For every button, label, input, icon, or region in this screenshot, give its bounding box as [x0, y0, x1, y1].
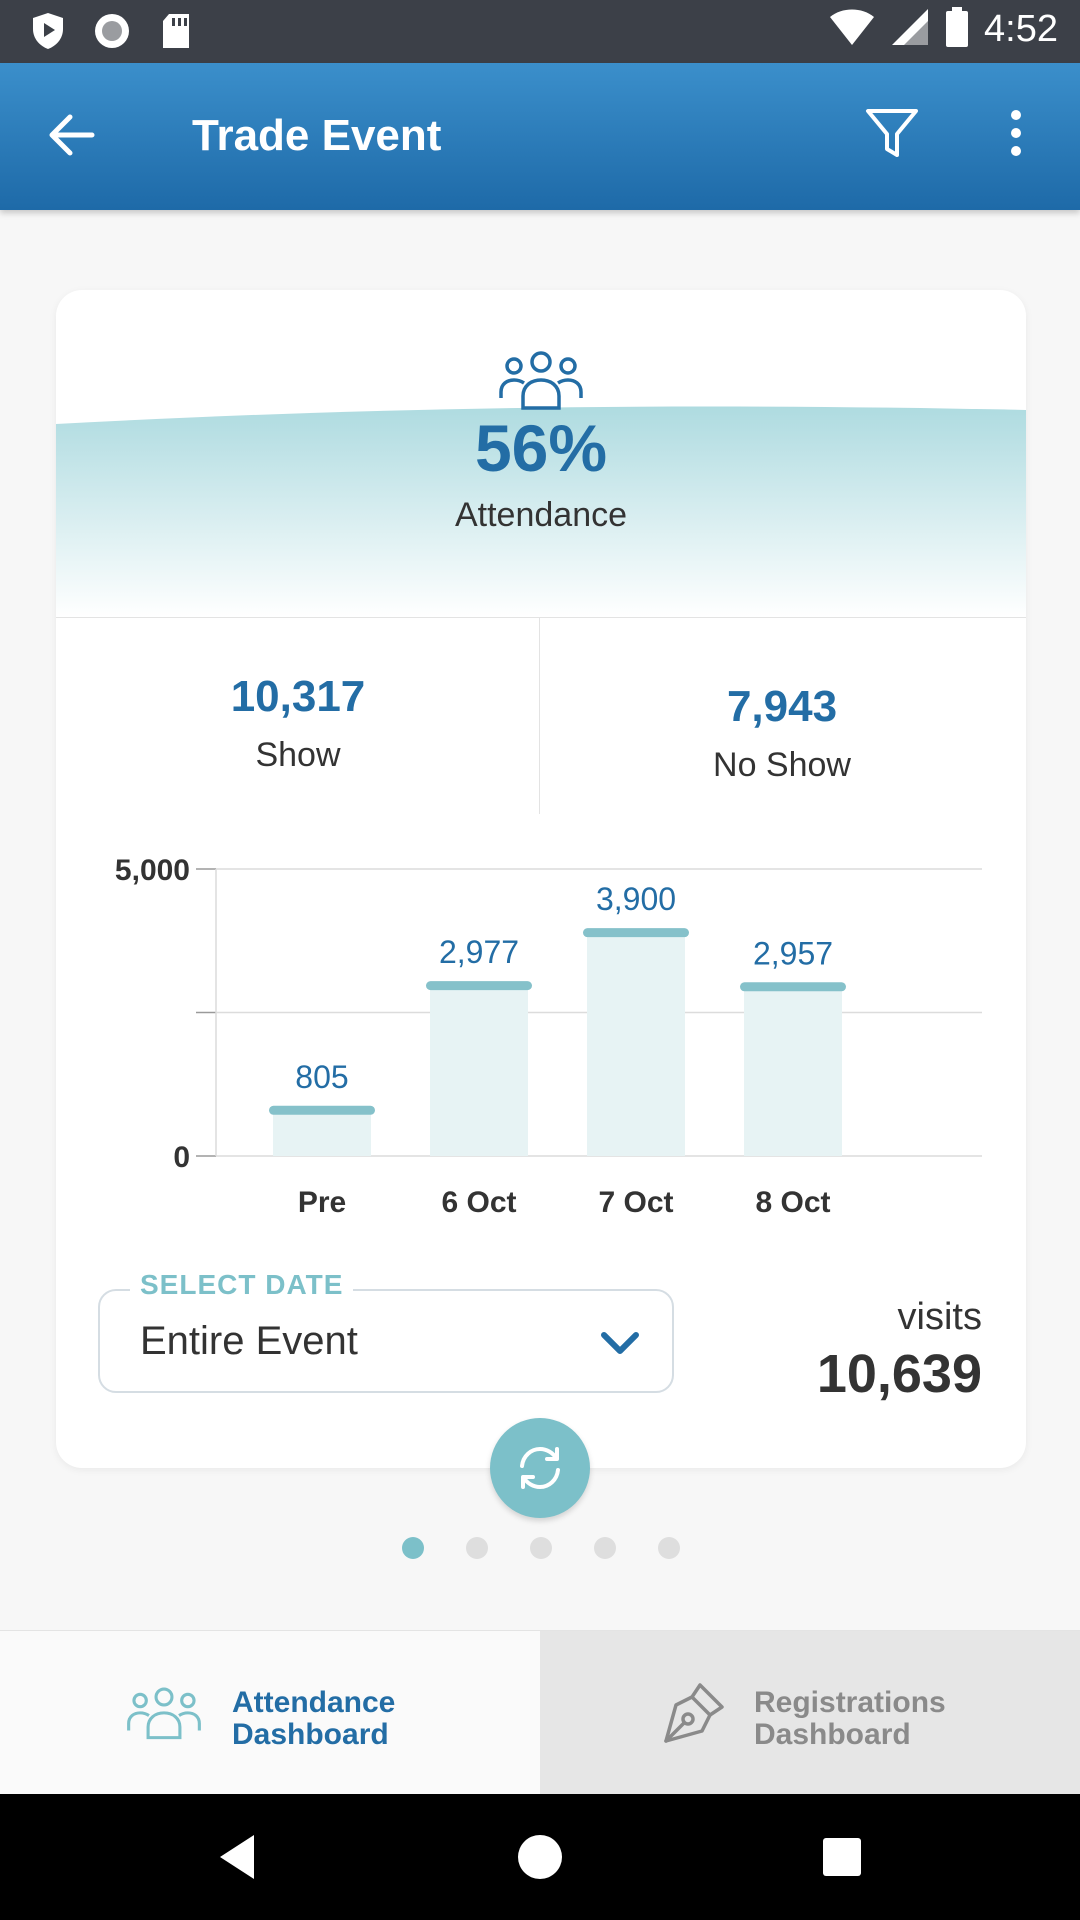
no-show-value: 7,943 [726, 682, 838, 731]
bar [273, 1109, 371, 1156]
divider [539, 618, 540, 814]
select-date-value: Entire Event [140, 1319, 358, 1363]
back-button[interactable] [40, 103, 104, 167]
tab-label: Registrations Dashboard [754, 1686, 946, 1751]
page-dot[interactable] [594, 1537, 616, 1559]
nav-back-button[interactable] [212, 1827, 272, 1887]
attendance-percent: 56% [474, 411, 608, 485]
data-label: 2,977 [439, 934, 519, 970]
page-title: Trade Event [192, 111, 442, 160]
attendance-card: 56% Attendance 10,317 Show 7,943 No Show… [56, 290, 1026, 1468]
data-label: 3,900 [596, 881, 676, 917]
visits-value: 10,639 [816, 1344, 982, 1404]
tab-label: Attendance Dashboard [232, 1686, 396, 1751]
divider [56, 617, 1026, 618]
sd-card-icon [156, 10, 196, 52]
refresh-button[interactable] [490, 1418, 590, 1518]
filter-icon [866, 109, 918, 157]
more-vertical-icon [1011, 110, 1021, 156]
record-icon [92, 10, 132, 52]
attendance-hero: 56% Attendance [56, 290, 1026, 618]
x-tick-label: 8 Oct [755, 1186, 830, 1219]
attendance-label: Attendance [454, 496, 628, 534]
chevron-down-icon [601, 1332, 639, 1354]
signal-icon [890, 7, 930, 52]
battery-icon [944, 6, 970, 53]
nav-recents-button[interactable] [812, 1827, 872, 1887]
select-date-legend: SELECT DATE [130, 1269, 354, 1301]
tab-registrations-dashboard[interactable]: Registrations Dashboard [540, 1631, 1080, 1795]
y-tick-label: 5,000 [115, 854, 190, 887]
no-show-label: No Show [713, 746, 851, 784]
arrow-left-icon [49, 114, 95, 156]
wifi-icon [828, 7, 876, 52]
page-indicator [402, 1537, 680, 1559]
visits-label: visits [897, 1296, 982, 1338]
bar-cap [740, 982, 846, 992]
bar [430, 985, 528, 1156]
x-tick-label: Pre [298, 1186, 346, 1219]
people-icon [127, 1687, 201, 1740]
bar [587, 932, 685, 1156]
bar-cap [426, 981, 532, 991]
nav-home-button[interactable] [510, 1827, 570, 1887]
x-tick-label: 6 Oct [441, 1186, 516, 1219]
app-bar: Trade Event [0, 63, 1080, 210]
status-bar: 4:52 [0, 0, 1080, 63]
bar [744, 986, 842, 1156]
page-dot[interactable] [466, 1537, 488, 1559]
shield-play-icon [28, 10, 68, 52]
page-dot[interactable] [402, 1537, 424, 1559]
page-dot[interactable] [530, 1537, 552, 1559]
visits-summary: visits 10,639 [817, 1296, 982, 1405]
status-time: 4:52 [984, 8, 1058, 50]
show-value: 10,317 [230, 672, 366, 721]
bar-cap [583, 928, 689, 938]
system-nav-bar [0, 1794, 1080, 1920]
select-date-dropdown[interactable]: SELECT DATE Entire Event [98, 1269, 674, 1393]
daily-attendance-chart: 0 5,000 805 Pre 2,977 6 Oct 3,900 7 Oct 2,957 8 O… [115, 854, 982, 1219]
no-show-stat: 7,943 No Show [540, 682, 1024, 785]
filter-button[interactable] [860, 101, 924, 165]
people-icon [499, 351, 583, 410]
page-dot[interactable] [658, 1537, 680, 1559]
data-label: 805 [295, 1059, 348, 1095]
show-label: Show [255, 736, 341, 774]
more-options-button[interactable] [990, 101, 1042, 165]
x-tick-label: 7 Oct [598, 1186, 673, 1219]
pen-icon [664, 1683, 724, 1743]
refresh-icon [520, 1447, 560, 1489]
y-tick-label: 0 [173, 1141, 190, 1174]
tab-attendance-dashboard[interactable]: Attendance Dashboard [0, 1631, 540, 1795]
bar-cap [269, 1105, 375, 1115]
show-stat: 10,317 Show [56, 672, 540, 775]
data-label: 2,957 [753, 935, 833, 971]
bottom-tabs: Attendance Dashboard Registrations Dashb… [0, 1630, 1080, 1795]
